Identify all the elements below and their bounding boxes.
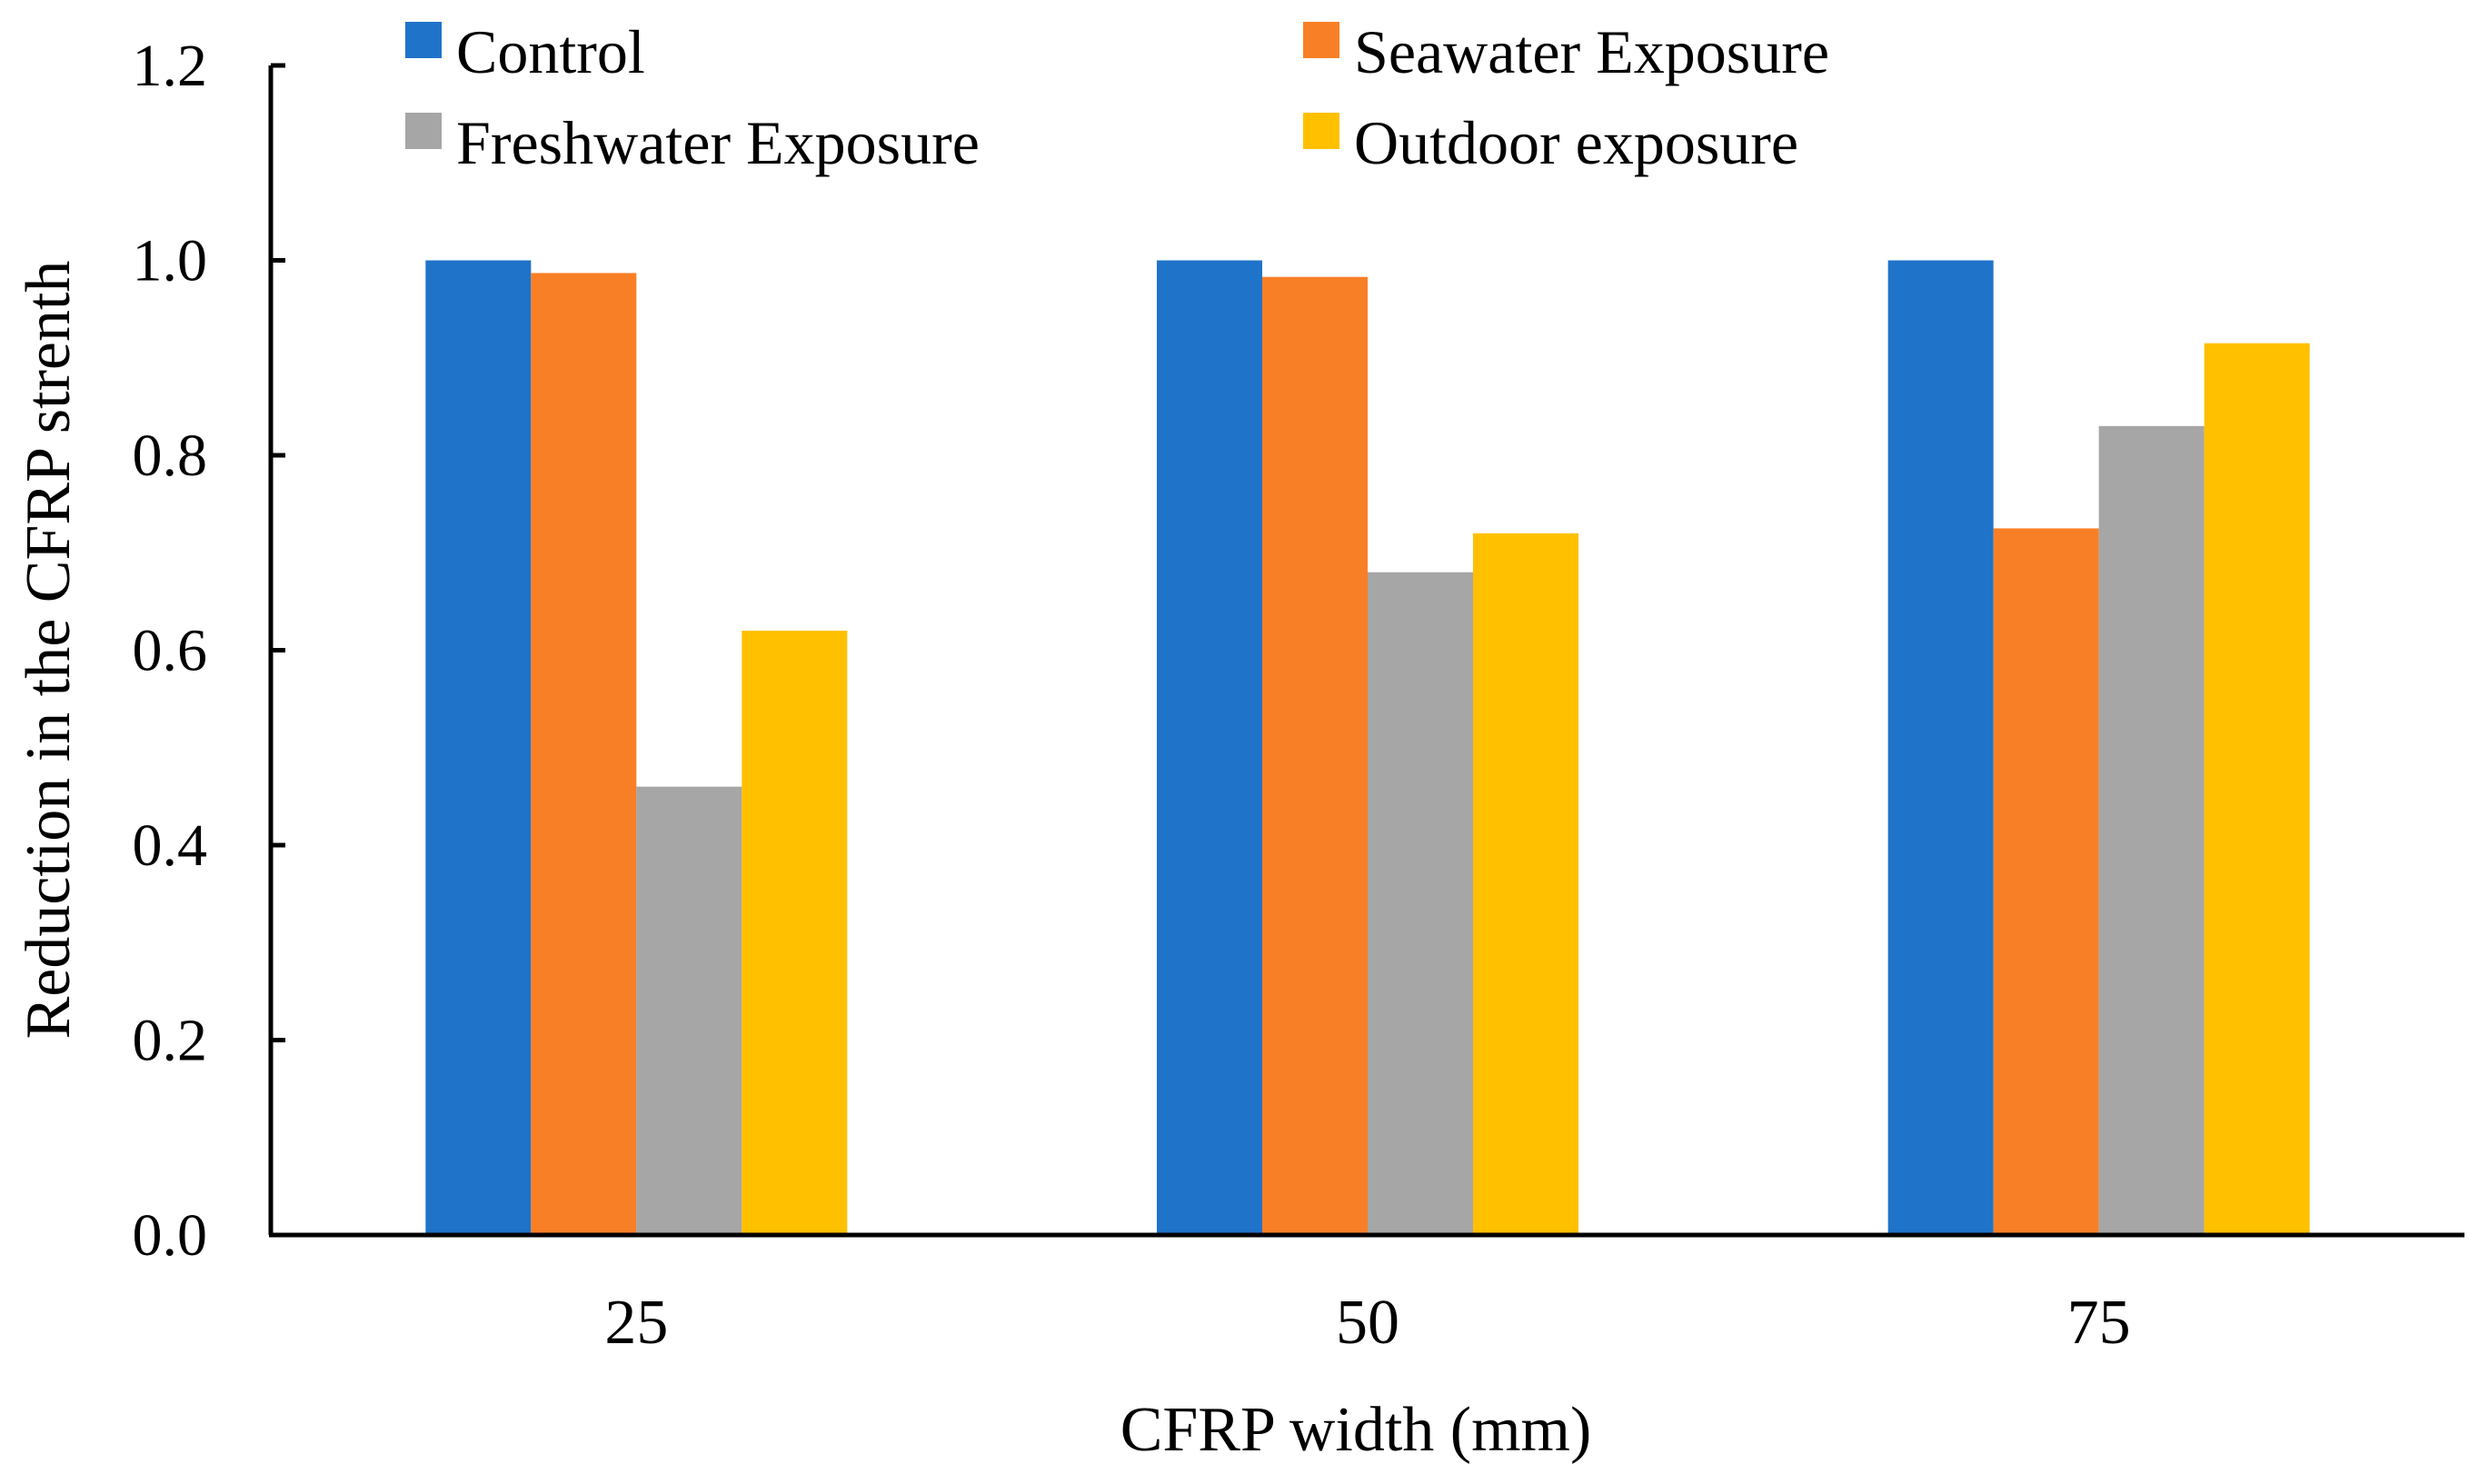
y-ticks: 0.0 0.2 0.4 0.6 0.8 1.0 1.2 (133, 33, 285, 1269)
legend-label: Control (456, 17, 645, 86)
x-tick-label: 50 (1336, 1288, 1399, 1358)
bar-outdoor-exposure-25 (742, 631, 848, 1235)
bar-control-75 (1887, 260, 1994, 1235)
bar-seawater-exposure-50 (1262, 276, 1368, 1235)
legend-swatch-outdoor-exposure (1303, 113, 1339, 149)
bar-seawater-exposure-25 (531, 273, 637, 1235)
x-tick-label: 25 (604, 1288, 668, 1358)
bar-seawater-exposure-75 (1993, 528, 2099, 1235)
legend: Control Seawater Exposure Freshwater Expos… (405, 17, 1829, 177)
y-tick-label: 0.6 (133, 618, 208, 684)
x-tick-label: 75 (2067, 1288, 2131, 1358)
bar-control-25 (425, 260, 532, 1235)
y-tick-label: 0.2 (133, 1008, 208, 1074)
legend-label: Freshwater Exposure (456, 108, 980, 177)
legend-swatch-seawater-exposure (1303, 22, 1339, 58)
x-axis-title: CFRP width (mm) (1120, 1395, 1592, 1465)
y-tick-label: 0.8 (133, 423, 208, 489)
y-tick-label: 0.4 (133, 812, 208, 879)
x-tick-labels: 25 50 75 (604, 1288, 2130, 1358)
legend-label: Seawater Exposure (1354, 17, 1829, 86)
y-axis-title: Reduction in the CFRP strenth (14, 261, 84, 1040)
legend-swatch-control (405, 22, 442, 58)
bar-freshwater-exposure-25 (636, 786, 742, 1235)
y-tick-label: 0.0 (133, 1202, 208, 1269)
bar-outdoor-exposure-50 (1473, 533, 1578, 1235)
legend-swatch-freshwater-exposure (405, 113, 442, 149)
y-tick-label: 1.0 (133, 228, 208, 294)
bar-outdoor-exposure-75 (2204, 343, 2310, 1236)
bar-freshwater-exposure-50 (1368, 572, 1473, 1235)
bar-control-50 (1157, 260, 1262, 1235)
legend-label: Outdoor exposure (1354, 108, 1798, 177)
bar-freshwater-exposure-75 (2098, 425, 2205, 1235)
y-tick-label: 1.2 (133, 33, 208, 99)
bars-layer (425, 260, 2310, 1236)
